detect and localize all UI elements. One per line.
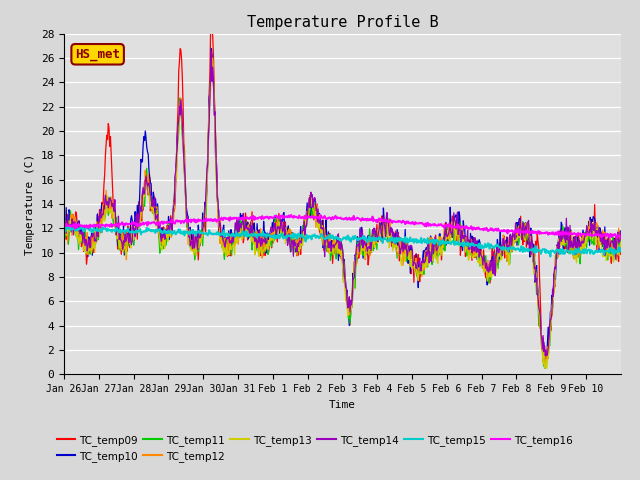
Line: TC_temp15: TC_temp15 [64,226,621,257]
TC_temp11 [228,242,236,248]
TC_temp10 [541,365,549,371]
Line: TC_temp14: TC_temp14 [64,51,621,356]
TC_temp14 [543,353,550,359]
TC_temp16 [255,215,263,220]
TC_temp15 [277,233,285,239]
TC_temp11 [125,235,133,240]
TC_temp10 [432,248,440,253]
TC_temp14 [277,216,285,222]
TC_temp15 [547,254,554,260]
TC_temp11 [617,238,625,243]
TC_temp09 [277,218,285,224]
TC_temp16 [401,219,408,225]
TC_temp13 [125,240,133,246]
Y-axis label: Temperature (C): Temperature (C) [25,154,35,254]
Title: Temperature Profile B: Temperature Profile B [246,15,438,30]
TC_temp12 [256,242,264,248]
TC_temp10 [125,227,133,232]
TC_temp13 [541,365,549,371]
TC_temp10 [60,223,68,228]
TC_temp11 [541,364,548,370]
TC_temp13 [277,233,285,239]
TC_temp13 [228,242,236,248]
TC_temp09 [401,242,408,248]
TC_temp12 [277,224,285,230]
TC_temp14 [401,245,408,251]
TC_temp16 [613,235,621,240]
TC_temp15 [432,240,440,245]
TC_temp15 [401,237,408,243]
TC_temp10 [277,220,285,226]
TC_temp13 [256,244,264,250]
TC_temp13 [401,252,408,258]
TC_temp09 [60,237,68,242]
TC_temp13 [60,235,68,241]
TC_temp14 [125,238,133,244]
TC_temp15 [61,223,68,229]
TC_temp15 [617,248,625,253]
Line: TC_temp11: TC_temp11 [64,62,621,367]
TC_temp11 [60,235,68,241]
TC_temp10 [401,249,408,254]
TC_temp15 [126,229,134,235]
Text: HS_met: HS_met [75,48,120,61]
TC_temp10 [617,228,625,234]
TC_temp09 [617,235,625,240]
TC_temp15 [228,230,236,236]
TC_temp16 [228,216,236,222]
TC_temp12 [617,230,625,236]
TC_temp12 [125,234,133,240]
TC_temp15 [60,224,68,229]
Line: TC_temp12: TC_temp12 [64,59,621,363]
TC_temp15 [256,233,264,239]
X-axis label: Time: Time [329,400,356,409]
TC_temp09 [207,21,215,27]
TC_temp16 [60,224,68,230]
TC_temp14 [617,229,625,235]
TC_temp14 [256,239,264,245]
TC_temp09 [125,228,133,234]
TC_temp11 [207,60,215,65]
TC_temp13 [208,55,216,60]
TC_temp09 [432,232,440,238]
TC_temp14 [60,228,68,234]
Line: TC_temp13: TC_temp13 [64,58,621,368]
TC_temp10 [207,46,215,51]
TC_temp12 [542,360,550,366]
Line: TC_temp10: TC_temp10 [64,48,621,368]
TC_temp12 [401,255,408,261]
Legend: TC_temp09, TC_temp10, TC_temp11, TC_temp12, TC_temp13, TC_temp14, TC_temp15, TC_: TC_temp09, TC_temp10, TC_temp11, TC_temp… [52,431,577,466]
TC_temp09 [541,363,549,369]
TC_temp14 [228,232,236,238]
TC_temp09 [228,241,236,247]
TC_temp14 [207,48,215,54]
TC_temp16 [287,212,295,218]
TC_temp11 [256,244,264,250]
TC_temp16 [276,214,284,219]
Line: TC_temp16: TC_temp16 [64,215,621,238]
TC_temp11 [401,239,408,245]
TC_temp11 [277,227,285,233]
TC_temp14 [432,240,440,245]
TC_temp13 [432,255,440,261]
TC_temp16 [432,222,440,228]
TC_temp10 [256,232,264,238]
TC_temp12 [228,230,236,236]
TC_temp12 [209,56,217,61]
TC_temp16 [125,221,133,227]
TC_temp10 [228,232,236,238]
TC_temp11 [432,240,440,245]
TC_temp12 [60,231,68,237]
TC_temp13 [617,239,625,245]
Line: TC_temp09: TC_temp09 [64,24,621,366]
TC_temp09 [256,251,264,257]
TC_temp12 [432,254,440,260]
TC_temp16 [617,234,625,240]
